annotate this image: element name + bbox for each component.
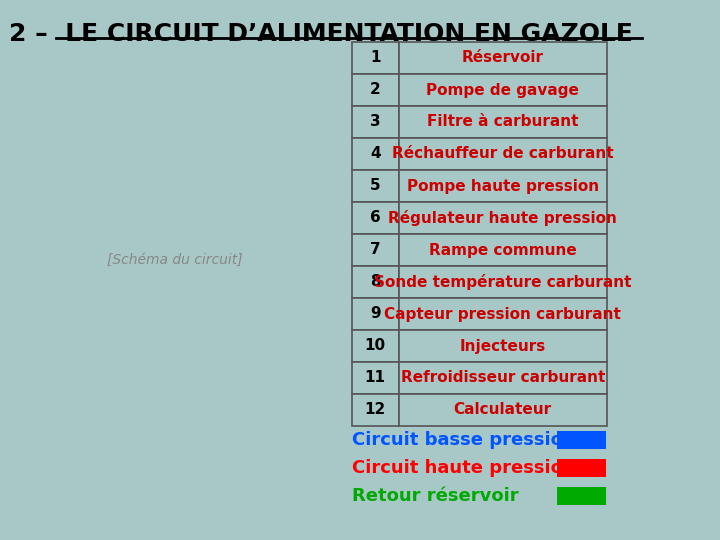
Bar [399, 74, 607, 106]
Bar [352, 234, 399, 266]
Text: Pompe de gavage: Pompe de gavage [426, 83, 579, 98]
Bar [399, 298, 607, 330]
Text: 12: 12 [364, 402, 386, 417]
Bar [352, 394, 399, 426]
Bar [352, 170, 399, 202]
Text: 8: 8 [370, 274, 381, 289]
Text: Rampe commune: Rampe commune [429, 242, 577, 258]
Text: Calculateur: Calculateur [454, 402, 552, 417]
Text: 6: 6 [370, 211, 381, 226]
Bar [352, 266, 399, 298]
Bar [557, 431, 606, 449]
Text: 9: 9 [370, 307, 381, 321]
Text: Réservoir: Réservoir [462, 51, 544, 65]
Bar [399, 138, 607, 170]
Text: Sonde température carburant: Sonde température carburant [374, 274, 631, 290]
Text: Refroidisseur carburant: Refroidisseur carburant [400, 370, 605, 386]
Text: Circuit basse pression: Circuit basse pression [352, 431, 575, 449]
Bar [399, 330, 607, 362]
Text: 7: 7 [370, 242, 381, 258]
Bar [399, 106, 607, 138]
Bar [399, 266, 607, 298]
Text: 11: 11 [365, 370, 386, 386]
Text: Retour réservoir: Retour réservoir [352, 487, 518, 505]
Bar [399, 234, 607, 266]
Bar [4, 35, 346, 485]
Text: Filtre à carburant: Filtre à carburant [427, 114, 578, 130]
Bar [399, 362, 607, 394]
Bar [399, 202, 607, 234]
Text: 2 –  LE CIRCUIT D’ALIMENTATION EN GAZOLE: 2 – LE CIRCUIT D’ALIMENTATION EN GAZOLE [9, 22, 633, 46]
Bar [352, 362, 399, 394]
Bar [557, 487, 606, 505]
Text: 4: 4 [370, 146, 381, 161]
Text: [Schéma du circuit]: [Schéma du circuit] [107, 253, 243, 267]
Text: 5: 5 [370, 179, 381, 193]
Text: 1: 1 [370, 51, 380, 65]
Text: 3: 3 [370, 114, 381, 130]
Bar [352, 330, 399, 362]
Text: Régulateur haute pression: Régulateur haute pression [388, 210, 617, 226]
Bar [352, 202, 399, 234]
Bar [352, 42, 399, 74]
Bar [399, 394, 607, 426]
Bar [352, 138, 399, 170]
Text: Injecteurs: Injecteurs [459, 339, 546, 354]
Bar [399, 42, 607, 74]
Bar [399, 170, 607, 202]
Text: Circuit haute pression: Circuit haute pression [352, 459, 575, 477]
Text: 10: 10 [365, 339, 386, 354]
Bar [352, 106, 399, 138]
Bar [352, 74, 399, 106]
Text: Capteur pression carburant: Capteur pression carburant [384, 307, 621, 321]
Text: 2: 2 [370, 83, 381, 98]
Text: Réchauffeur de carburant: Réchauffeur de carburant [392, 146, 613, 161]
Bar [352, 298, 399, 330]
Bar [557, 459, 606, 477]
Text: Pompe haute pression: Pompe haute pression [407, 179, 599, 193]
